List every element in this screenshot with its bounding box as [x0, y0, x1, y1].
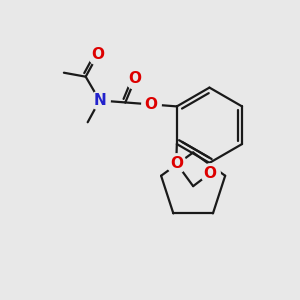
Text: O: O	[91, 47, 104, 62]
Text: N: N	[93, 93, 106, 108]
Text: O: O	[203, 166, 217, 181]
Text: O: O	[170, 155, 183, 170]
Text: O: O	[129, 71, 142, 86]
Text: O: O	[145, 97, 158, 112]
